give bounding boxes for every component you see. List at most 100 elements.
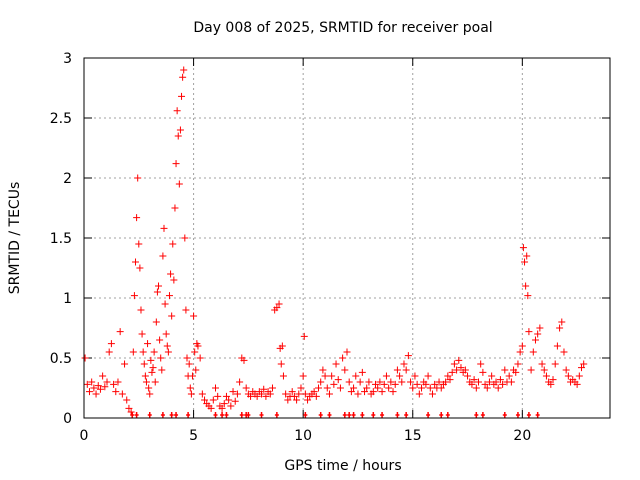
data-point [279,372,287,380]
data-point [426,384,434,392]
data-point [382,372,390,380]
data-point [387,378,395,386]
data-point [343,348,351,356]
data-point [151,378,159,386]
data-point [135,240,143,248]
data-point [575,372,583,380]
data-point [178,92,186,100]
data-point [190,312,198,320]
data-point [483,384,491,392]
data-point [514,360,522,368]
data-point [415,390,423,398]
data-point [560,348,568,356]
data-point [169,240,177,248]
data-point [304,396,312,404]
chart-title: Day 008 of 2025, SRMTID for receiver poa… [193,20,492,36]
data-point [284,396,292,404]
data-point [363,384,371,392]
data-point [437,384,445,392]
data-point [253,392,261,400]
baseline-marker [445,412,450,418]
data-point [170,276,178,284]
data-point [396,372,404,380]
data-point [580,360,588,368]
data-point [494,384,502,392]
data-point [123,396,131,404]
data-point [499,380,507,388]
data-point [222,392,230,400]
data-point [455,356,463,364]
data-point [507,378,515,386]
x-axis-label: GPS time / hours [284,458,401,474]
data-point [214,392,222,400]
data-point [422,380,430,388]
data-point [310,388,318,396]
data-point [175,180,183,188]
data-point [130,292,138,300]
data-point [512,368,520,376]
data-point [470,376,478,384]
data-point [496,376,504,384]
data-point [132,258,140,266]
data-point [240,356,248,364]
data-point [365,378,373,386]
data-point [352,372,360,380]
data-point [157,354,165,362]
data-point [418,384,426,392]
data-point [112,388,120,396]
data-point [385,384,393,392]
data-point [371,380,379,388]
data-point [247,392,255,400]
data-point [160,224,168,232]
data-point [168,312,176,320]
data-point [479,368,487,376]
data-point [94,382,102,390]
data-point [103,378,111,386]
data-point [398,378,406,386]
data-point [187,390,195,398]
data-point [477,360,485,368]
data-point [191,348,199,356]
data-point [225,396,233,404]
y-axis-label: SRMTID / TECUs [7,182,23,295]
baseline-marker [371,412,376,418]
baseline-marker [224,412,229,418]
baseline-marker [502,412,507,418]
data-point [137,306,145,314]
data-point [231,397,239,405]
data-point [140,360,148,368]
data-point [347,388,355,396]
data-point [538,360,546,368]
data-point [201,396,209,404]
data-point [299,372,307,380]
data-point [549,376,557,384]
data-point [558,318,566,326]
data-point [295,390,303,398]
data-point [519,244,527,252]
data-point [180,66,188,74]
baseline-marker [535,412,540,418]
data-point [354,390,362,398]
data-point [138,330,146,338]
data-point [457,364,465,372]
baseline-marker [404,412,409,418]
data-point [400,360,408,368]
data-point [293,396,301,404]
data-point [218,404,226,412]
data-point [150,348,158,356]
data-point [179,73,187,81]
data-point [288,388,296,396]
baseline-marker [174,412,179,418]
data-point [209,396,217,404]
data-point [374,384,382,392]
baseline-marker [303,412,308,418]
data-point [167,270,175,278]
data-point [129,348,137,356]
baseline-marker [395,412,400,418]
data-point [141,372,149,380]
data-point [301,390,309,398]
data-point [404,352,412,360]
data-point [402,366,410,374]
data-point [148,368,156,376]
baseline-marker [474,412,479,418]
